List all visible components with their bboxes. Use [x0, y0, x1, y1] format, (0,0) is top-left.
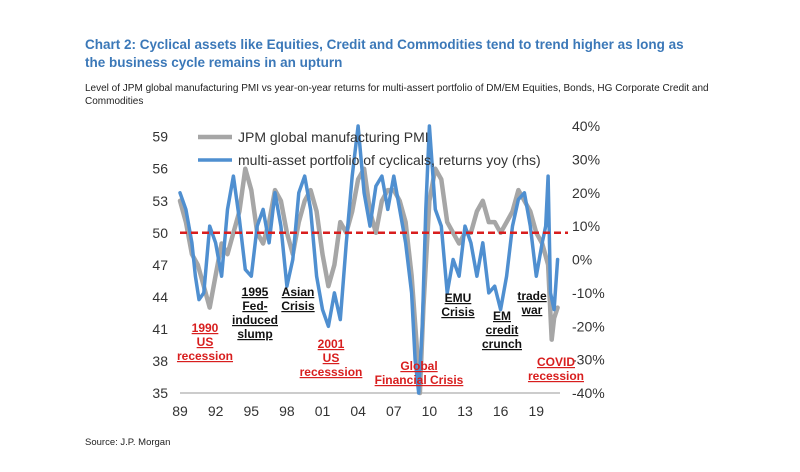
x-tick-label: 04 [350, 403, 366, 419]
y-left-tick-label: 56 [152, 161, 168, 177]
y-right-tick-label: 40% [572, 118, 600, 134]
y-right-tick-label: 0% [572, 252, 592, 268]
y-right-tick-label: -20% [572, 318, 605, 334]
y-right-tick-label: 30% [572, 151, 600, 167]
y-right-tick-label: -30% [572, 352, 605, 368]
annotation-label: 1990 [192, 321, 219, 335]
annotation-label: recession [528, 369, 584, 383]
y-left-tick-label: 38 [152, 353, 168, 369]
x-tick-label: 92 [208, 403, 224, 419]
annotation-label: Asian [282, 285, 315, 299]
y-left-tick-label: 35 [152, 385, 168, 401]
annotation-label: 1995 [242, 285, 269, 299]
y-right-tick-label: -40% [572, 385, 605, 401]
annotation-label: Crisis [281, 299, 315, 313]
y-left-tick-label: 59 [152, 129, 168, 145]
y-left-tick-label: 50 [152, 225, 168, 241]
y-left-tick-label: 41 [152, 321, 168, 337]
x-tick-label: 19 [528, 403, 544, 419]
annotation-label: trade [517, 289, 547, 303]
annotation-label: COVID [537, 355, 575, 369]
annotation-label: US [323, 351, 340, 365]
y-right-tick-label: -10% [572, 285, 605, 301]
x-tick-label: 10 [422, 403, 438, 419]
x-tick-label: 95 [243, 403, 259, 419]
chart-title: Chart 2: Cyclical assets like Equities, … [85, 37, 684, 70]
annotation-label: slump [237, 327, 272, 341]
x-tick-label: 01 [315, 403, 331, 419]
annotation-label: Global [400, 359, 437, 373]
legend-label: JPM global manufacturing PMI [238, 129, 429, 145]
annotation-label: 2001 [318, 337, 345, 351]
y-left-tick-label: 44 [152, 289, 168, 305]
annotation-label: Financial Crisis [375, 373, 464, 387]
annotation-label: US [197, 335, 214, 349]
x-tick-label: 13 [457, 403, 473, 419]
y-right-tick-label: 20% [572, 185, 600, 201]
portfolio-series-line [178, 124, 560, 395]
annotation-label: crunch [482, 337, 522, 351]
y-right-tick-label: 10% [572, 218, 600, 234]
chart-subtitle: Level of JPM global manufacturing PMI vs… [85, 83, 709, 107]
x-tick-label: 16 [493, 403, 509, 419]
annotation-label: war [521, 303, 543, 317]
annotation-label: Crisis [441, 305, 475, 319]
annotation-label: EM [493, 309, 511, 323]
y-left-tick-label: 53 [152, 193, 168, 209]
x-tick-label: 07 [386, 403, 402, 419]
source-note: Source: J.P. Morgan [85, 437, 171, 448]
x-tick-label: 98 [279, 403, 295, 419]
annotation-label: recession [177, 349, 233, 363]
y-left-tick-label: 47 [152, 257, 168, 273]
annotation-label: Fed- [242, 299, 267, 313]
legend-label: multi-asset portfolio of cyclicals, retu… [238, 152, 541, 168]
annotation-label: induced [232, 313, 278, 327]
annotation-label: recesssion [300, 365, 363, 379]
annotation-label: EMU [445, 291, 472, 305]
annotation-label: credit [486, 323, 519, 337]
x-tick-label: 89 [172, 403, 188, 419]
